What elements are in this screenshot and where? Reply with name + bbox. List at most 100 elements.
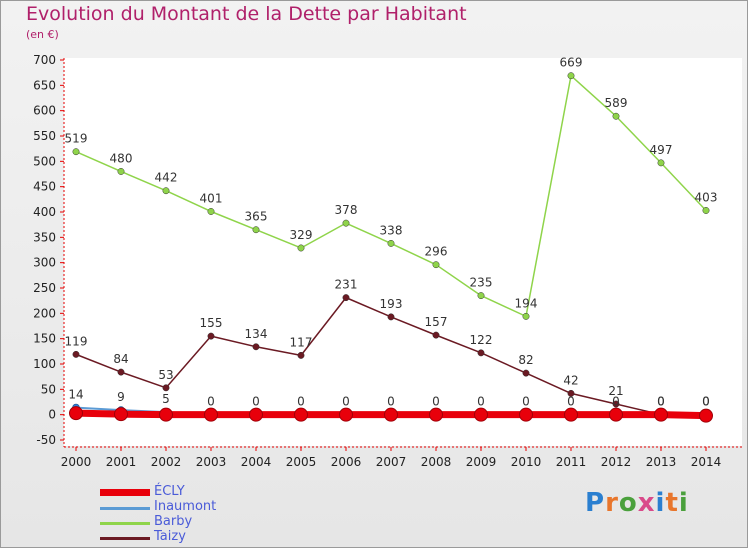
logo-letter: o	[618, 488, 638, 518]
data-label: 0	[477, 395, 485, 409]
x-tick-label: 2000	[61, 455, 92, 469]
y-tick-label: 650	[33, 78, 56, 92]
y-tick-label: -50	[36, 433, 56, 447]
x-tick-label: 2008	[421, 455, 452, 469]
data-point	[117, 368, 125, 376]
data-label: 669	[560, 56, 583, 70]
data-label: 194	[515, 296, 538, 310]
data-point	[519, 407, 533, 422]
data-label: 589	[605, 96, 628, 110]
data-point	[117, 168, 125, 175]
data-label: 0	[522, 395, 530, 409]
y-tick-label: 700	[33, 53, 56, 67]
legend: ÉCLY Inaumont Barby Taizy	[100, 484, 300, 546]
data-point	[252, 343, 260, 351]
plot-area	[64, 58, 742, 446]
logo-letter: t	[665, 488, 679, 518]
data-label: 0	[702, 395, 710, 409]
data-point	[699, 408, 713, 423]
data-point	[297, 351, 305, 359]
data-label: 117	[290, 335, 313, 349]
data-point	[429, 407, 443, 422]
y-tick-label: 250	[33, 281, 56, 295]
data-label: 296	[425, 245, 448, 259]
data-label: 0	[252, 395, 260, 409]
legend-item: Barby	[100, 514, 300, 531]
y-tick-label: 500	[33, 154, 56, 168]
data-point	[477, 349, 485, 357]
data-label: 5	[162, 392, 170, 406]
data-point	[384, 407, 398, 422]
y-tick-label: 200	[33, 306, 56, 320]
data-label: 82	[518, 353, 533, 367]
data-point	[342, 294, 350, 302]
data-point	[72, 350, 80, 358]
data-point	[207, 332, 215, 340]
y-tick-label: 300	[33, 256, 56, 270]
data-label: 231	[335, 278, 358, 292]
data-label: 365	[245, 210, 268, 224]
proxiti-logo: Proxiti	[585, 488, 689, 518]
data-label: 480	[110, 151, 133, 165]
data-point	[612, 400, 620, 408]
data-point	[249, 407, 263, 422]
data-point	[609, 407, 623, 422]
x-tick-label: 2005	[286, 455, 317, 469]
y-tick-label: 400	[33, 205, 56, 219]
data-label: 122	[470, 333, 493, 347]
x-tick-label: 2007	[376, 455, 407, 469]
data-label: 0	[657, 395, 665, 409]
logo-letter: i	[678, 488, 689, 518]
data-point	[294, 407, 308, 422]
data-label: 378	[335, 203, 358, 217]
data-point	[339, 407, 353, 422]
y-tick-label: 550	[33, 129, 56, 143]
data-label: 403	[695, 190, 718, 204]
legend-label: Inaumont	[154, 499, 217, 514]
logo-letter: i	[655, 488, 666, 518]
data-label: 119	[65, 334, 88, 348]
legend-item: ÉCLY	[100, 484, 300, 501]
data-label: 338	[380, 223, 403, 237]
legend-item: Taizy	[100, 529, 300, 546]
x-tick-label: 2014	[691, 455, 722, 469]
data-label: 0	[702, 395, 710, 409]
data-label: 0	[657, 395, 665, 409]
y-tick-label: 0	[48, 408, 56, 422]
x-tick-label: 2001	[106, 455, 137, 469]
data-point	[477, 292, 485, 300]
data-label: 401	[200, 191, 223, 205]
legend-swatch	[100, 489, 150, 496]
legend-swatch	[100, 537, 150, 540]
data-point	[114, 407, 128, 422]
legend-label: Taizy	[154, 529, 186, 544]
y-tick-label: 100	[33, 357, 56, 371]
data-label: 9	[117, 390, 125, 404]
data-point	[432, 331, 440, 339]
data-point	[567, 389, 575, 397]
data-point	[297, 244, 305, 252]
legend-label: Barby	[154, 514, 193, 529]
data-point	[654, 407, 668, 422]
data-label: 157	[425, 315, 448, 329]
data-label: 235	[470, 276, 493, 290]
x-tick-label: 2011	[556, 455, 587, 469]
logo-letter: P	[585, 488, 606, 518]
data-label: 53	[158, 368, 173, 382]
data-label: 134	[245, 327, 268, 341]
data-point	[564, 407, 578, 422]
x-tick-label: 2012	[601, 455, 632, 469]
data-point	[702, 207, 710, 214]
data-point	[522, 312, 530, 320]
data-label: 0	[432, 395, 440, 409]
data-label: 84	[113, 352, 128, 366]
legend-swatch	[100, 522, 150, 525]
data-label: 193	[380, 297, 403, 311]
x-tick-label: 2009	[466, 455, 497, 469]
x-tick-label: 2004	[241, 455, 272, 469]
data-point	[474, 407, 488, 422]
data-point	[387, 239, 395, 247]
data-point	[432, 261, 440, 269]
data-point	[387, 313, 395, 321]
